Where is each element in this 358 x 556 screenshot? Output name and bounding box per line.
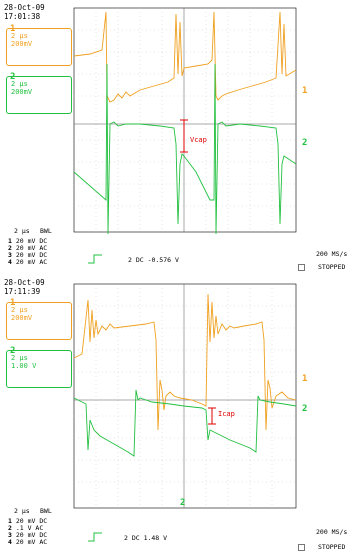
ch1-trace [73, 293, 297, 431]
scope2-ch2-settings[interactable]: 2 µs 1.00 V [6, 350, 72, 388]
scope2-trigger-icon [88, 532, 102, 542]
scope1-status-box-icon [298, 264, 305, 271]
scope2-bwl: BWL [40, 507, 52, 515]
scope2-ch1-settings[interactable]: 2 µs 200mV [6, 302, 72, 340]
scope2-status-box-icon [298, 544, 305, 551]
scope1-timebase: 2 µs [14, 227, 30, 235]
scope2-ch1-marker: 1 [302, 374, 308, 384]
ch2-timebase: 2 µs [11, 80, 28, 88]
vcap-label: Vcap [190, 136, 207, 144]
scope1-ch2-box-marker: 2 [10, 72, 16, 82]
scope2-time: 17:11:39 [4, 287, 41, 296]
grid-lines [74, 284, 296, 508]
scope1-time: 17:01:38 [4, 12, 41, 21]
scope1-status: STOPPED [318, 263, 346, 271]
scope2-channel-list: 1 20 mV DC 2 .1 V AC 3 20 mV DC 4 20 mV … [8, 517, 48, 546]
ch2-trace [73, 63, 297, 235]
scope1-ch2-marker: 2 [302, 138, 308, 148]
scope2-ch1-box-marker: 1 [10, 298, 16, 308]
scope2-ch2-bottom-marker: 2 [180, 498, 186, 508]
scope2-date: 28-Oct-09 [4, 278, 45, 287]
scope2-ch2-marker: 2 [302, 404, 308, 414]
scope1-date: 28-Oct-09 [4, 3, 45, 12]
scope1-rate: 200 MS/s [316, 250, 348, 258]
ch2-trace [73, 389, 297, 457]
scope1-ch1-box-marker: 1 [10, 24, 16, 34]
icap-label: Icap [218, 410, 235, 418]
scope2-trigger: 2 DC 1.48 V [124, 534, 168, 542]
scope1-waveform-display[interactable]: Vcap [70, 4, 300, 236]
scope1-bwl: BWL [40, 227, 52, 235]
scope2-timebase: 2 µs [14, 507, 30, 515]
scope1-trigger: 2 DC -0.576 V [128, 256, 179, 264]
ch1-trace [73, 11, 297, 103]
scope1-channel-list: 1 20 mV DC 2 20 mV AC 3 20 mV DC 4 20 mV… [8, 237, 48, 266]
scope1-ch1-marker: 1 [302, 86, 308, 96]
scope2-status: STOPPED [318, 543, 346, 551]
scope1-ch1-settings[interactable]: 2 µs 200mV [6, 28, 72, 66]
ch1-volts: 200mV [11, 40, 33, 48]
scope2-ch2-box-marker: 2 [10, 346, 16, 356]
scope1-trigger-icon [88, 254, 102, 264]
scope1-ch2-settings[interactable]: 2 µs 200mV [6, 76, 72, 114]
ch2-volts: 200mV [11, 88, 33, 96]
scope2-waveform-display[interactable]: Icap [70, 280, 300, 512]
grid-lines [74, 8, 296, 232]
scope2-rate: 200 MS/s [316, 528, 348, 536]
ch1-timebase: 2 µs [11, 32, 28, 40]
